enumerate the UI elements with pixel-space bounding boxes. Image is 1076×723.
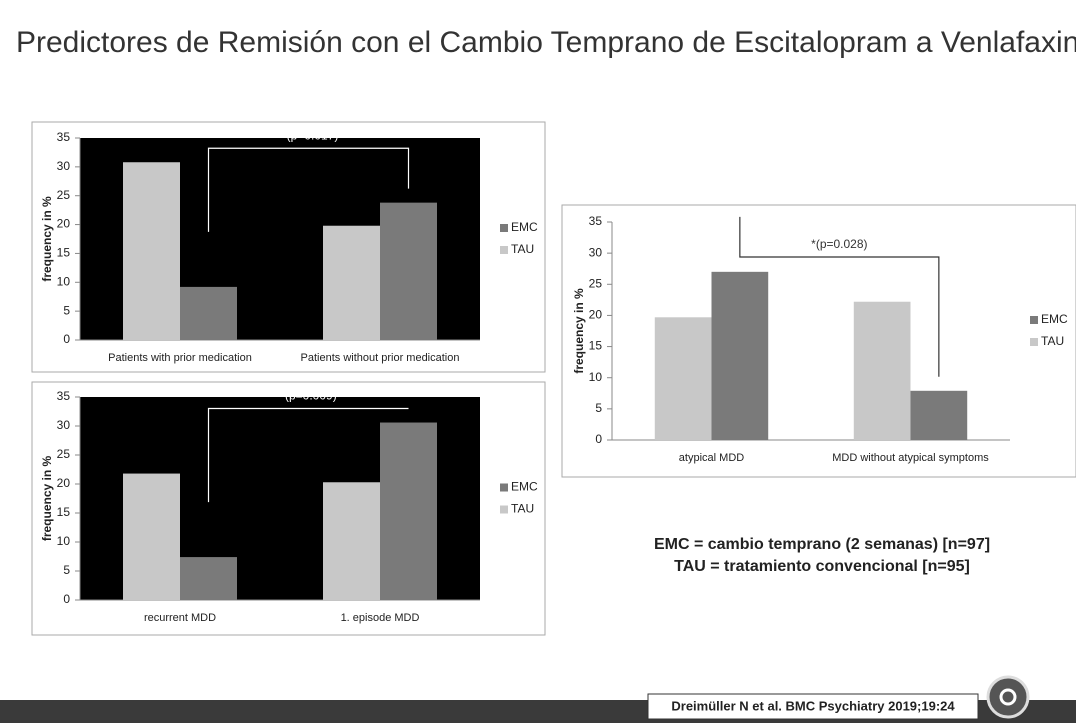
x-tick-label: Patients without prior medication <box>301 352 460 364</box>
legend-label: EMC <box>511 480 538 494</box>
y-tick-label: 20 <box>57 476 71 490</box>
bar <box>380 202 437 340</box>
y-tick-label: 10 <box>589 370 603 384</box>
slide-title: Predictores de Remisión con el Cambio Te… <box>16 26 1076 59</box>
y-tick-label: 30 <box>57 159 71 173</box>
legend-swatch <box>1030 316 1038 324</box>
bar <box>711 271 769 440</box>
y-tick-label: 30 <box>589 245 603 259</box>
bar <box>654 317 712 440</box>
y-tick-label: 5 <box>63 563 70 577</box>
x-tick-label: recurrent MDD <box>144 612 216 624</box>
y-tick-label: 35 <box>57 130 71 144</box>
legend-swatch <box>500 483 508 492</box>
y-tick-label: 0 <box>63 332 70 346</box>
logo <box>986 675 1030 719</box>
x-tick-label: Patients with prior medication <box>108 352 252 364</box>
legend-label: TAU <box>511 242 534 256</box>
y-tick-label: 20 <box>589 308 603 322</box>
y-tick-label: 0 <box>63 592 70 606</box>
y-tick-label: 0 <box>595 432 602 446</box>
y-tick-label: 25 <box>57 188 71 202</box>
bar <box>323 482 380 600</box>
bar <box>180 557 237 600</box>
logo-ring <box>999 688 1017 706</box>
y-tick-label: 25 <box>57 447 71 461</box>
significance-bracket <box>739 216 940 377</box>
bar <box>380 422 437 600</box>
bar <box>323 225 380 340</box>
bar <box>123 162 180 340</box>
significance-bracket <box>207 407 409 503</box>
y-tick-label: 25 <box>589 276 603 290</box>
citation: Dreimüller N et al. BMC Psychiatry 2019;… <box>671 698 955 713</box>
legend-swatch <box>500 224 508 232</box>
y-tick-label: 10 <box>57 534 71 548</box>
y-tick-label: 10 <box>57 274 71 288</box>
x-tick-label: MDD without atypical symptoms <box>832 452 989 464</box>
legend-label: EMC <box>1041 312 1068 326</box>
y-tick-label: 5 <box>63 303 70 317</box>
y-tick-label: 15 <box>57 505 71 519</box>
y-tick-label: 20 <box>57 217 71 231</box>
annotation: * (p=0.017) <box>279 128 339 142</box>
y-axis-label: frequency in % <box>40 196 54 282</box>
y-tick-label: 35 <box>589 214 603 228</box>
note: TAU = tratamiento convencional [n=95] <box>674 558 970 575</box>
legend-swatch <box>1030 338 1038 346</box>
citation-box <box>647 693 979 720</box>
legend-swatch <box>500 246 508 254</box>
y-tick-label: 5 <box>595 401 602 415</box>
legend-label: TAU <box>1041 334 1064 348</box>
significance-bracket <box>207 147 410 232</box>
y-axis-label: frequency in % <box>572 288 586 374</box>
annotation: *(p=0.009) <box>280 389 336 403</box>
note: EMC = cambio temprano (2 semanas) [n=97] <box>654 536 990 553</box>
legend-swatch <box>500 505 508 514</box>
bar <box>853 301 911 440</box>
x-tick-label: atypical MDD <box>679 452 744 464</box>
bar <box>180 286 237 340</box>
x-tick-label: 1. episode MDD <box>341 612 420 624</box>
annotation: *(p=0.028) <box>811 237 867 251</box>
legend-label: EMC <box>511 220 538 234</box>
bar <box>910 390 968 440</box>
y-axis-label: frequency in % <box>40 455 54 541</box>
y-tick-label: 30 <box>57 418 71 432</box>
legend-label: TAU <box>511 502 534 516</box>
y-tick-label: 15 <box>589 339 603 353</box>
bar <box>123 473 180 600</box>
y-tick-label: 15 <box>57 246 71 260</box>
y-tick-label: 35 <box>57 389 71 403</box>
